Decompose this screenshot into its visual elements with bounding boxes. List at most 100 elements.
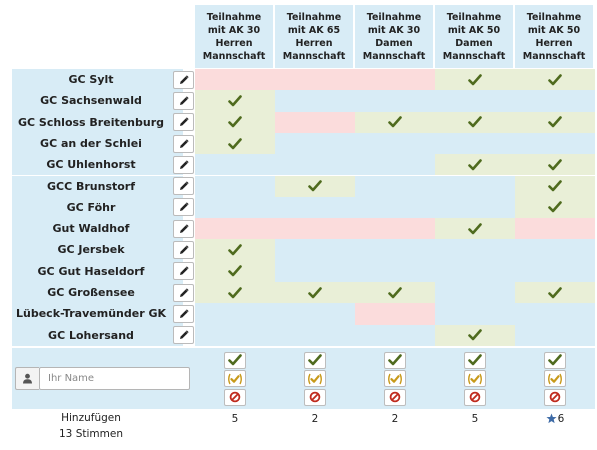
participant-name: GC Gut Haseldorf [37,264,145,278]
edit-button[interactable] [173,219,194,238]
participant-name: GC Lohersand [48,328,134,342]
pencil-icon [179,138,189,148]
maybe-option-button[interactable] [304,370,326,388]
vote-cell-yes [435,111,515,133]
maybe-option-button[interactable] [464,370,486,388]
edit-button[interactable] [173,177,194,196]
yes-option-button[interactable] [384,351,406,369]
column-header: Teilnahme mit AK 65 Herren Mannschaft [275,5,355,68]
vote-cell-empty [515,324,595,346]
participant-name: GCC Brunstorf [46,179,136,193]
column-header: Teilnahme mit AK 50 Damen Mannschaft [435,5,515,68]
column-header: Teilnahme mit AK 30 Herren Mannschaft [195,5,275,68]
maybe-option-button[interactable] [384,370,406,388]
pencil-icon [179,224,189,233]
maybe-check-icon [308,373,322,385]
vote-cell-yes [275,282,355,304]
vote-cell-empty [515,90,595,112]
votes-count-label: 13 Stimmen [59,427,123,440]
yes-option-button[interactable] [464,351,486,369]
edit-button[interactable] [173,70,194,89]
column-total-value: 6 [557,412,565,425]
pencil-icon [179,75,189,84]
table-row [12,303,183,325]
star-icon [546,413,557,424]
vote-cell-yes [515,69,595,91]
check-icon [228,354,242,366]
participant-name: GC Jersbek [57,243,125,257]
maybe-option-button[interactable] [544,370,566,388]
table-row [12,218,183,240]
maybe-check-icon [228,373,242,385]
no-option-button[interactable] [544,388,566,406]
vote-cell-no [275,111,355,133]
vote-cell-empty [195,175,275,197]
check-icon [228,265,242,277]
vote-cell-empty [275,154,355,176]
no-option-button[interactable] [464,388,486,406]
vote-cell-no [195,218,275,240]
vote-cell-yes [435,154,515,176]
column-total: 6 [515,412,595,426]
vote-cell-empty [355,90,435,112]
add-label: Hinzufügen [61,411,121,424]
edit-button[interactable] [173,198,194,217]
edit-button[interactable] [173,326,194,345]
participant-name: GC Großensee [47,286,135,299]
yes-option-button[interactable] [304,351,326,369]
edit-button[interactable] [173,113,194,132]
edit-button[interactable] [173,283,194,302]
vote-cell-empty [195,324,275,346]
vote-cell-empty [355,260,435,282]
participant-name: GC Schloss Breitenburg [17,115,165,129]
vote-cell-empty [435,303,515,325]
vote-cell-empty [275,324,355,346]
vote-cell-no [355,69,435,91]
edit-button[interactable] [173,241,194,260]
no-option-button[interactable] [384,388,406,406]
edit-button[interactable] [173,155,194,174]
vote-cell-empty [275,303,355,325]
no-icon [469,392,481,403]
yes-option-button[interactable] [224,351,246,369]
vote-cell-empty [275,260,355,282]
participant-name: GC Föhr [66,200,116,214]
vote-cell-yes [435,69,515,91]
edit-button[interactable] [173,91,194,110]
vote-cell-empty [355,196,435,219]
vote-cell-no [195,69,275,91]
vote-cell-empty [515,239,595,261]
vote-cell-empty [355,324,435,346]
vote-cell-empty [515,260,595,282]
check-icon [468,159,482,171]
vote-cell-empty [435,239,515,261]
check-icon [468,222,482,235]
edit-button[interactable] [173,262,194,281]
check-icon [548,73,562,85]
edit-button[interactable] [173,304,194,323]
vote-cell-yes [515,282,595,304]
vote-cell-yes [515,196,595,219]
check-icon [228,116,242,128]
check-icon [468,116,482,128]
vote-cell-empty [275,90,355,112]
check-icon [468,329,482,341]
maybe-option-button[interactable] [224,370,246,388]
vote-cell-yes [195,239,275,261]
check-icon [548,159,562,171]
vote-cell-empty [515,303,595,325]
check-icon [308,354,322,366]
vote-cell-no [355,218,435,240]
table-row [12,132,183,155]
table-row [12,282,183,304]
yes-option-button[interactable] [544,351,566,369]
no-option-button[interactable] [304,388,326,406]
pencil-icon [179,160,189,169]
name-input[interactable] [39,366,190,390]
vote-cell-empty [435,132,515,155]
pencil-icon [179,330,189,340]
no-icon [549,392,561,403]
check-icon [228,244,242,256]
no-option-button[interactable] [224,388,246,406]
edit-button[interactable] [173,134,194,153]
